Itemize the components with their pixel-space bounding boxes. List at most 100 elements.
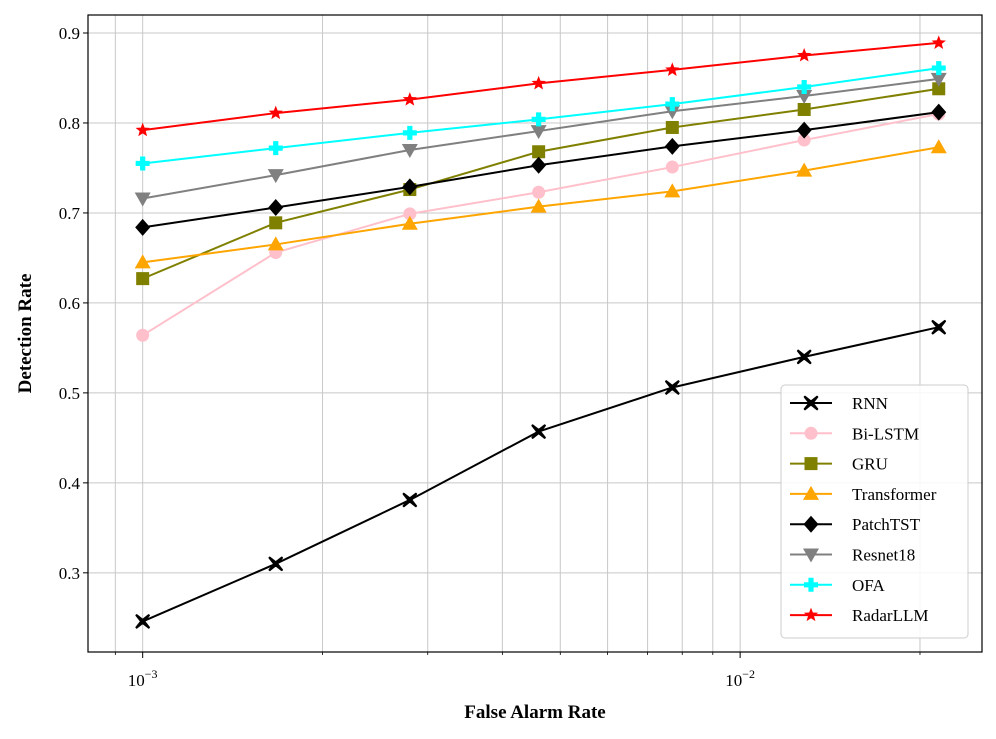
legend-marker bbox=[804, 426, 818, 440]
y-tick-label: 0.9 bbox=[59, 24, 80, 43]
data-point bbox=[797, 47, 812, 62]
y-tick-label: 0.7 bbox=[59, 204, 81, 223]
data-point bbox=[796, 349, 812, 365]
y-tick-label: 0.6 bbox=[59, 294, 80, 313]
legend-item: Transformer bbox=[790, 485, 937, 504]
legend: RNN Bi-LSTM GRU Transformer PatchTST Resnet18… bbox=[780, 384, 969, 639]
series-resnet18 bbox=[134, 72, 947, 207]
series-ofa bbox=[135, 61, 946, 171]
legend-label: Transformer bbox=[852, 485, 937, 504]
legend-marker bbox=[804, 457, 818, 471]
data-point bbox=[530, 198, 547, 213]
legend-label: PatchTST bbox=[852, 515, 921, 534]
data-point bbox=[930, 139, 947, 154]
series-rnn bbox=[135, 319, 947, 629]
data-point bbox=[531, 424, 546, 439]
data-point bbox=[796, 121, 812, 139]
data-point bbox=[269, 216, 283, 230]
data-point bbox=[268, 105, 283, 120]
data-point bbox=[665, 380, 680, 395]
data-point bbox=[931, 61, 946, 76]
data-point bbox=[665, 160, 679, 174]
legend-label: OFA bbox=[852, 576, 885, 595]
legend-marker bbox=[803, 515, 819, 533]
legend-marker bbox=[803, 395, 819, 411]
data-point bbox=[797, 102, 811, 116]
legend-label: RadarLLM bbox=[852, 606, 928, 625]
data-point bbox=[135, 156, 150, 171]
legend-item: OFA bbox=[790, 576, 885, 595]
legend-marker bbox=[803, 485, 819, 500]
data-point bbox=[268, 141, 283, 156]
data-point bbox=[665, 62, 680, 76]
axis-ticks: 0.3 0.4 0.5 0.6 0.7 0.8 0.9 10−3 10−2 bbox=[59, 24, 921, 690]
legend-item: Bi-LSTM bbox=[790, 424, 919, 443]
data-point bbox=[134, 192, 151, 207]
data-point bbox=[530, 125, 547, 140]
plot-frame bbox=[87, 14, 983, 653]
legend-item: Resnet18 bbox=[790, 546, 915, 565]
data-point bbox=[930, 72, 947, 87]
y-tick-label: 0.5 bbox=[59, 384, 80, 403]
data-point bbox=[135, 218, 151, 236]
legend-box bbox=[780, 384, 969, 639]
data-point bbox=[664, 105, 681, 120]
data-point bbox=[932, 82, 946, 96]
data-point bbox=[402, 92, 417, 106]
data-point bbox=[531, 156, 547, 174]
legend-label: Bi-LSTM bbox=[852, 424, 919, 443]
data-point bbox=[664, 137, 680, 155]
data-point bbox=[796, 89, 813, 104]
y-tick-label: 0.3 bbox=[59, 564, 80, 583]
data-point bbox=[665, 120, 679, 134]
data-point bbox=[664, 183, 681, 198]
data-point bbox=[665, 97, 680, 112]
data-point bbox=[796, 162, 813, 177]
legend-marker bbox=[803, 607, 819, 622]
data-point bbox=[402, 178, 418, 196]
y-tick-label: 0.4 bbox=[59, 474, 81, 493]
legend-item: GRU bbox=[790, 455, 888, 474]
data-point bbox=[931, 319, 947, 335]
data-point bbox=[797, 79, 812, 94]
series-layer bbox=[134, 35, 947, 629]
data-point bbox=[267, 236, 284, 251]
legend-label: RNN bbox=[852, 394, 888, 413]
data-point bbox=[268, 556, 284, 572]
legend-label: GRU bbox=[852, 455, 888, 474]
series-radarllm bbox=[135, 35, 946, 137]
data-point bbox=[931, 103, 947, 121]
data-point bbox=[135, 614, 150, 629]
data-point bbox=[931, 35, 946, 49]
data-point bbox=[136, 272, 150, 286]
legend-label: Resnet18 bbox=[852, 546, 915, 565]
data-point bbox=[532, 185, 546, 199]
data-point bbox=[268, 199, 284, 217]
legend-marker bbox=[803, 548, 819, 563]
y-axis-label: Detection Rate bbox=[15, 274, 36, 394]
data-point bbox=[531, 112, 546, 127]
data-point bbox=[135, 122, 150, 137]
data-point bbox=[402, 492, 418, 508]
series-patchtst bbox=[135, 103, 947, 236]
y-tick-label: 0.8 bbox=[59, 114, 80, 133]
legend-marker bbox=[804, 577, 819, 592]
x-tick-label: 10−3 bbox=[128, 667, 158, 690]
data-point bbox=[134, 254, 151, 269]
data-point bbox=[532, 145, 546, 159]
data-point bbox=[403, 207, 417, 221]
data-point bbox=[401, 215, 418, 230]
data-point bbox=[402, 125, 417, 140]
legend-item: RadarLLM bbox=[790, 606, 928, 625]
series-bi-lstm bbox=[136, 107, 946, 342]
data-point bbox=[267, 169, 284, 184]
legend-item: PatchTST bbox=[790, 515, 921, 534]
x-tick-label: 10−2 bbox=[725, 667, 755, 690]
data-point bbox=[136, 328, 150, 342]
data-point bbox=[531, 75, 546, 90]
data-point bbox=[797, 133, 811, 147]
data-point bbox=[401, 143, 418, 158]
series-transformer bbox=[134, 139, 947, 269]
legend-item: RNN bbox=[790, 394, 888, 413]
